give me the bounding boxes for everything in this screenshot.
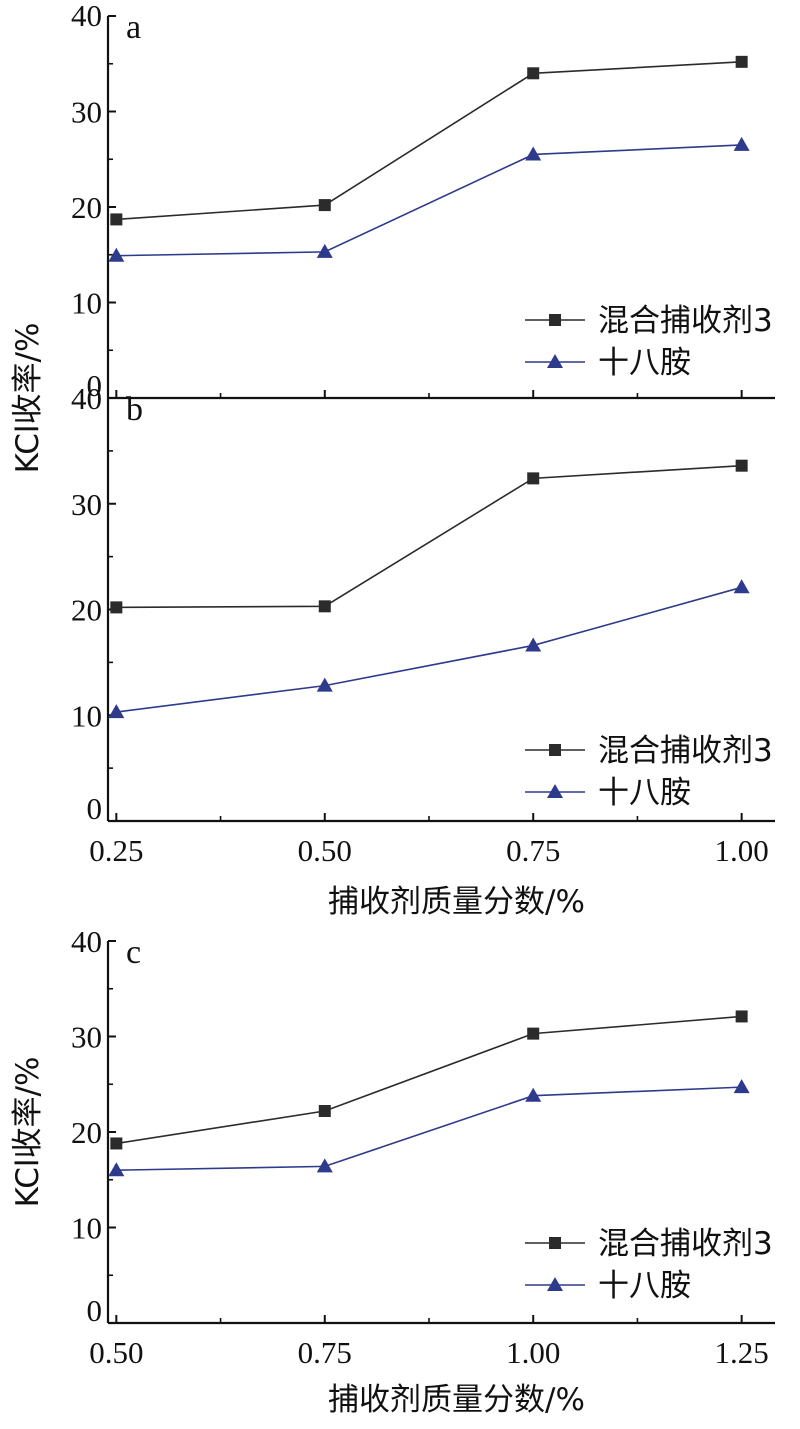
data-point-triangle bbox=[733, 1079, 750, 1094]
data-point-triangle bbox=[108, 704, 125, 719]
y-tick-label: 10 bbox=[71, 1211, 102, 1246]
legend-marker-triangle bbox=[547, 784, 563, 798]
data-point-triangle bbox=[108, 1162, 125, 1177]
y-tick-label: 40 bbox=[71, 381, 102, 416]
data-point-triangle bbox=[316, 1158, 333, 1173]
x-tick-label: 0.75 bbox=[298, 1335, 352, 1370]
series-line bbox=[116, 1015, 742, 1145]
y-tick-label: 0 bbox=[87, 791, 103, 826]
series-line bbox=[116, 144, 742, 257]
series-line bbox=[116, 61, 742, 221]
data-point-square bbox=[735, 459, 748, 472]
x-tick-label: 0.25 bbox=[89, 833, 143, 868]
data-point-square bbox=[527, 67, 540, 80]
legend-label: 混合捕收剂3 bbox=[598, 303, 773, 339]
legend-marker-triangle bbox=[547, 1277, 563, 1291]
legend-label: 十八胺 bbox=[598, 1268, 691, 1304]
data-point-square bbox=[527, 1027, 540, 1040]
legend-label: 混合捕收剂3 bbox=[598, 733, 773, 769]
panel-label: c bbox=[126, 934, 141, 971]
y-tick-label: 0 bbox=[87, 1293, 103, 1328]
y-tick-label: 30 bbox=[71, 95, 102, 130]
legend-marker-square bbox=[549, 1237, 561, 1249]
y-tick-label: 40 bbox=[71, 924, 102, 959]
data-point-triangle bbox=[108, 247, 125, 262]
x-tick-label: 1.00 bbox=[715, 833, 769, 868]
legend-marker-square bbox=[549, 744, 561, 756]
y-tick-label: 10 bbox=[71, 286, 102, 321]
data-point-triangle bbox=[525, 1087, 542, 1102]
data-point-triangle bbox=[733, 136, 750, 151]
legend-marker-square bbox=[549, 314, 561, 326]
y-tick-label: 40 bbox=[71, 0, 102, 33]
x-axis-title: 捕收剂质量分数/% bbox=[328, 1382, 585, 1418]
x-axis-title: 捕收剂质量分数/% bbox=[328, 884, 585, 920]
panel-label: a bbox=[126, 9, 141, 46]
y-tick-label: 20 bbox=[71, 1115, 102, 1150]
y-tick-label: 30 bbox=[71, 1020, 102, 1055]
legend-label: 十八胺 bbox=[598, 775, 691, 811]
data-point-square bbox=[110, 1137, 123, 1150]
y-tick-label: 0 bbox=[87, 368, 103, 403]
y-axis-title: KCl收率/% bbox=[10, 1057, 46, 1208]
data-point-square bbox=[318, 1104, 331, 1117]
data-point-square bbox=[318, 600, 331, 613]
x-tick-label: 1.00 bbox=[506, 1335, 560, 1370]
data-point-triangle bbox=[316, 243, 333, 258]
series-line bbox=[116, 586, 742, 713]
data-point-triangle bbox=[525, 637, 542, 652]
x-tick-label: 0.75 bbox=[506, 833, 560, 868]
panel-label: b bbox=[126, 391, 143, 428]
series-line bbox=[116, 464, 742, 609]
y-tick-label: 10 bbox=[71, 698, 102, 733]
y-tick-label: 20 bbox=[71, 593, 102, 628]
series-line bbox=[116, 1086, 742, 1171]
legend-marker-triangle bbox=[547, 354, 563, 368]
data-point-triangle bbox=[733, 579, 750, 594]
data-point-square bbox=[735, 1010, 748, 1023]
data-point-square bbox=[318, 199, 331, 212]
y-tick-label: 20 bbox=[71, 190, 102, 225]
data-point-triangle bbox=[525, 146, 542, 161]
data-point-square bbox=[735, 55, 748, 68]
x-tick-label: 0.50 bbox=[89, 1335, 143, 1370]
x-tick-label: 0.50 bbox=[298, 833, 352, 868]
y-tick-label: 30 bbox=[71, 487, 102, 522]
data-point-triangle bbox=[316, 677, 333, 692]
data-point-square bbox=[527, 472, 540, 485]
y-axis-title: KCl收率/% bbox=[10, 323, 46, 474]
x-tick-label: 1.25 bbox=[715, 1335, 769, 1370]
data-point-square bbox=[110, 213, 123, 226]
legend-label: 十八胺 bbox=[598, 345, 691, 381]
legend-label: 混合捕收剂3 bbox=[598, 1226, 773, 1262]
data-point-square bbox=[110, 601, 123, 614]
